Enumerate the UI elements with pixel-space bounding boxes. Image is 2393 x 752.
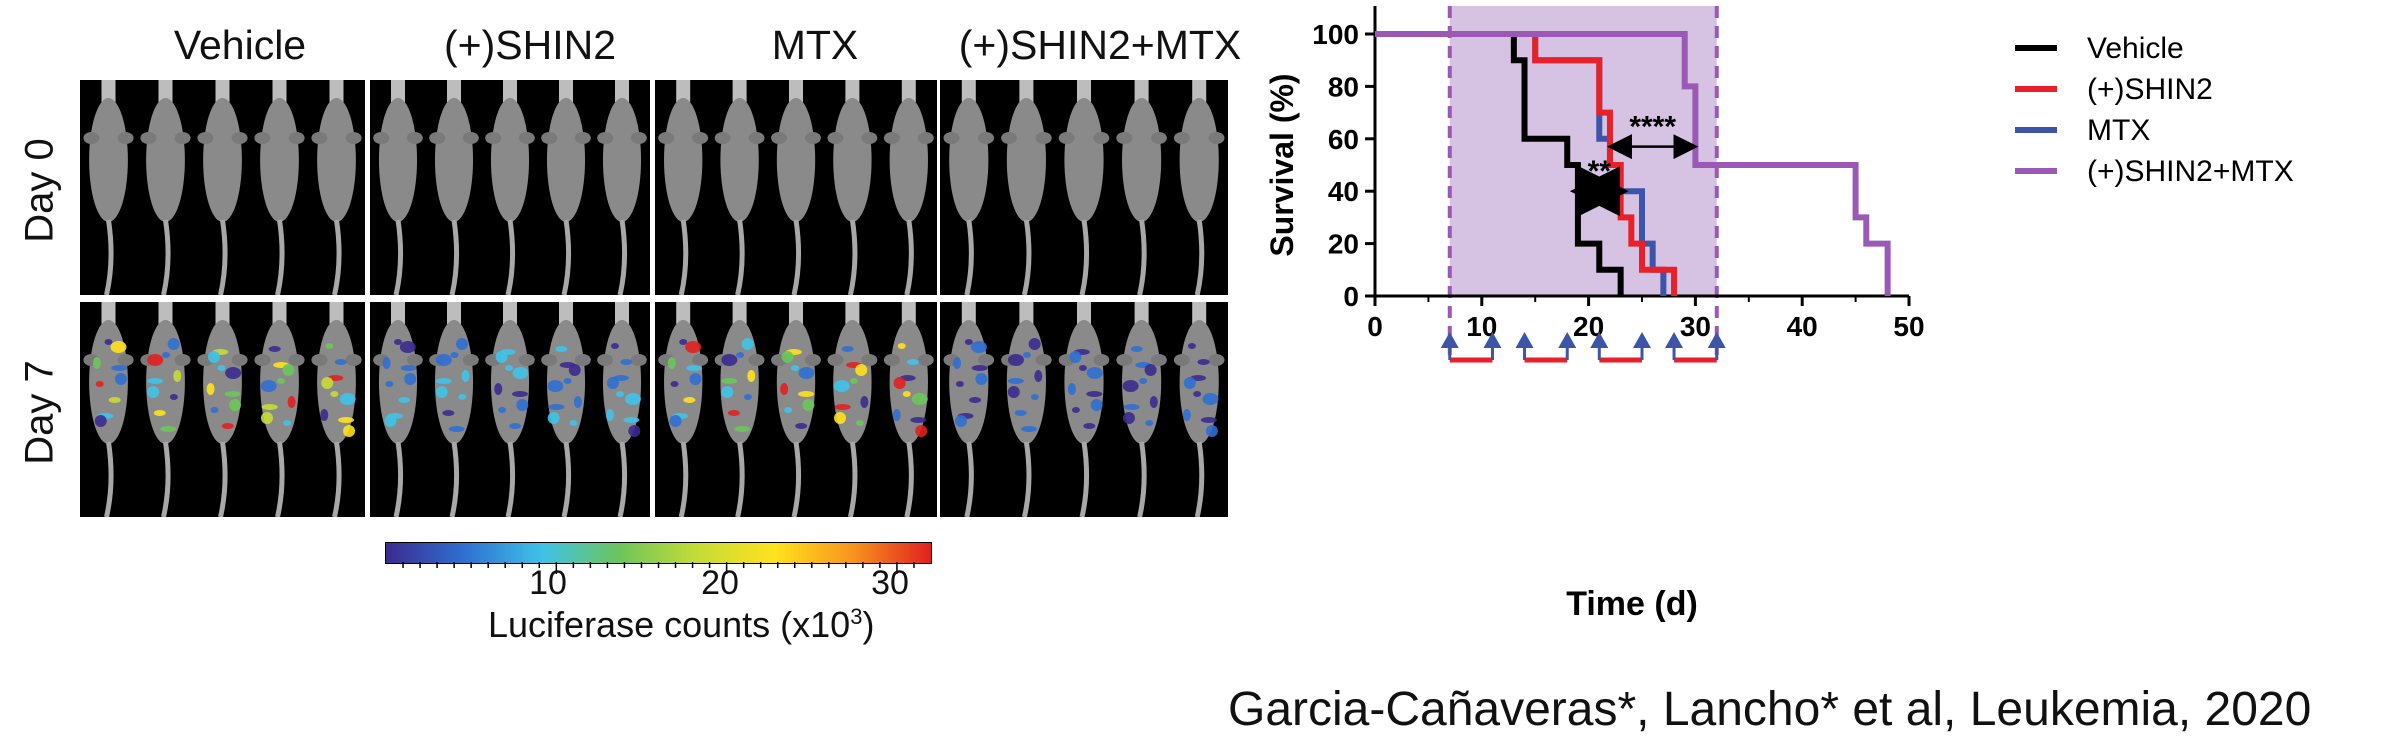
mouse: [83, 302, 134, 517]
x-axis-label: Time (d): [1566, 585, 1698, 623]
mouse: [943, 302, 995, 517]
mouse: [541, 302, 591, 517]
colorbar-tick-20: 20: [701, 564, 739, 602]
mouse-panel-1-0: [80, 302, 365, 517]
series-line--shin2: [1375, 31, 1678, 296]
y-tick-label: 40: [1328, 176, 1359, 207]
x-tick-label: 30: [1680, 311, 1711, 342]
mouse: [485, 302, 535, 517]
mouse: [140, 80, 191, 295]
mouse: [83, 80, 134, 295]
series-line-vehicle: [1375, 31, 1624, 296]
x-tick-label: 50: [1893, 311, 1924, 342]
series-line--shin2-mtx: [1375, 31, 1891, 296]
y-axis-label: Survival (%): [1264, 73, 1300, 256]
mouse-panel-0-2: [655, 80, 937, 295]
x-tick-label: 0: [1367, 311, 1383, 342]
dosing-arrow: [1558, 332, 1577, 348]
mouse: [658, 80, 709, 295]
column-title-combo: (+)SHIN2+MTX: [958, 22, 1242, 68]
y-tick-label: 80: [1328, 71, 1359, 102]
mouse: [254, 302, 305, 517]
colorbar-tick-10: 10: [529, 564, 567, 602]
y-tick-label: 60: [1328, 124, 1359, 155]
mouse: [197, 80, 248, 295]
mouse: [714, 80, 765, 295]
y-tick-label: 20: [1328, 229, 1359, 260]
row-label-day0: Day 0: [17, 138, 62, 243]
dosing-arrow: [1665, 332, 1684, 348]
mouse: [1116, 80, 1167, 295]
mouse: [1001, 302, 1052, 517]
colorbar-ticks: [402, 562, 915, 574]
mouse: [597, 302, 647, 517]
column-title-mtx: MTX: [771, 22, 859, 68]
mouse: [1173, 80, 1225, 295]
dosing-arrow: [1633, 332, 1651, 348]
row-label-day7: Day 7: [17, 360, 62, 465]
mouse: [597, 80, 647, 295]
dosing-arrow: [1590, 332, 1609, 348]
x-tick-label: 40: [1787, 311, 1818, 342]
mouse-panel-0-1: [370, 80, 650, 295]
column-title-shin2: (+)SHIN2: [443, 22, 616, 68]
mouse-panel-1-3: [940, 302, 1228, 517]
legend-label: (+)SHIN2+MTX: [2087, 155, 2294, 188]
legend-label: (+)SHIN2: [2087, 73, 2213, 106]
legend-label: Vehicle: [2087, 32, 2184, 65]
colorbar-title: Luciferase counts (x103): [488, 604, 875, 645]
mouse: [1001, 80, 1052, 295]
colorbar: [385, 542, 932, 564]
mouse: [429, 80, 479, 295]
mouse: [197, 302, 248, 517]
mouse: [1173, 302, 1225, 517]
mouse-panel-0-3: [940, 80, 1228, 295]
significance-label: **: [1588, 155, 1612, 188]
colorbar-tick-30: 30: [871, 564, 909, 602]
mouse-panel-1-2: [655, 302, 937, 517]
mouse: [1116, 302, 1167, 517]
mouse: [658, 302, 709, 517]
mouse: [429, 302, 479, 517]
y-tick-label: 0: [1343, 281, 1359, 312]
dosing-arrow: [1707, 332, 1726, 348]
mouse: [140, 302, 191, 517]
mouse: [883, 80, 934, 295]
mouse: [714, 302, 765, 517]
mouse: [541, 80, 591, 295]
significance-label: ****: [1629, 111, 1676, 144]
treatment-window: [1449, 6, 1717, 296]
mouse: [485, 80, 535, 295]
dosing-arrow: [1440, 332, 1459, 348]
citation: Garcia-Cañaveras*, Lancho* et al, Leukem…: [1228, 683, 2312, 736]
mouse: [827, 80, 878, 295]
mouse: [1058, 80, 1110, 295]
mouse: [1058, 302, 1110, 517]
y-tick-label: 100: [1312, 19, 1359, 50]
column-title-vehicle: Vehicle: [173, 22, 307, 68]
mouse: [254, 80, 305, 295]
mouse: [311, 302, 362, 517]
dosing-arrow: [1515, 332, 1534, 348]
mouse: [373, 80, 423, 295]
legend-label: MTX: [2087, 114, 2150, 147]
mouse: [883, 302, 934, 517]
mouse: [943, 80, 995, 295]
mouse: [771, 302, 821, 517]
mouse: [771, 80, 821, 295]
mouse: [311, 80, 362, 295]
dosing-arrow: [1483, 332, 1502, 348]
mouse: [373, 302, 423, 517]
mouse: [827, 302, 878, 517]
mouse-panel-1-1: [370, 302, 650, 517]
mouse-panel-0-0: [80, 80, 365, 295]
